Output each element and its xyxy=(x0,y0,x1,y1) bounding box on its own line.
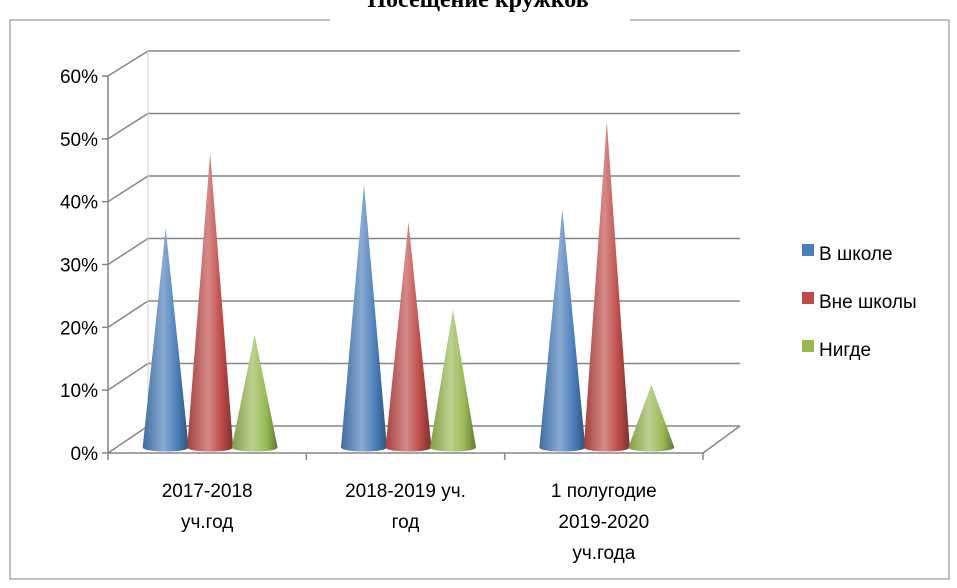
cone xyxy=(583,121,630,452)
cone-shape xyxy=(430,309,476,452)
legend: В школе Вне школы Нигде xyxy=(802,244,917,361)
cone xyxy=(539,209,586,452)
x-tick-label: 1 полугодие 2019-2020 уч.года xyxy=(551,481,657,564)
y-tick-label: 10% xyxy=(60,381,98,402)
y-tick-label: 60% xyxy=(60,67,98,88)
cone xyxy=(187,152,234,452)
x-tick-label-line: уч.год xyxy=(181,512,233,533)
x-tick-label-line: год xyxy=(392,512,420,533)
cone-shape xyxy=(583,121,630,452)
y-tick-label: 30% xyxy=(60,256,98,277)
legend-entry: Вне школы xyxy=(802,292,917,313)
cone-shape xyxy=(385,221,432,452)
x-tick-label-line: 2019-2020 xyxy=(558,512,649,533)
x-tick-label-line: 1 полугодие xyxy=(551,481,657,502)
gridline-side xyxy=(107,425,149,454)
cone-shape xyxy=(341,184,387,452)
cone xyxy=(628,384,675,452)
y-tick-label: 0% xyxy=(71,444,99,465)
x-tick-label-line: 2018-2019 уч. xyxy=(345,481,466,502)
gridline-side xyxy=(107,362,149,391)
cone xyxy=(231,334,278,452)
gridline-side xyxy=(107,175,149,203)
x-tick-label: 2017-2018 уч.год xyxy=(162,481,253,533)
cone-layer xyxy=(142,121,675,452)
cone-shape xyxy=(628,384,675,452)
cone xyxy=(341,184,387,452)
label-layer: 0% 10% 20% 30% 40% 50% 60% 2017-2018 уч.год 2018-… xyxy=(60,67,657,564)
cone xyxy=(142,228,189,452)
x-tick-label-line: 2017-2018 xyxy=(162,481,253,502)
legend-label: Нигде xyxy=(819,340,871,361)
legend-entry: В школе xyxy=(802,244,893,265)
legend-swatch xyxy=(802,292,814,304)
y-tick-label: 50% xyxy=(60,130,98,151)
cone-shape xyxy=(539,209,586,452)
legend-swatch xyxy=(802,244,814,256)
legend-label: Вне школы xyxy=(819,292,917,313)
axis-layer xyxy=(102,51,741,460)
cone xyxy=(385,221,432,452)
y-tick-label: 20% xyxy=(60,318,98,339)
x-tick-label: 2018-2019 уч. год xyxy=(345,481,466,533)
legend-swatch xyxy=(802,340,814,352)
title-backdrop xyxy=(330,0,630,28)
floor-edge xyxy=(702,425,741,454)
cone-shape xyxy=(231,334,278,452)
gridline-side xyxy=(107,112,149,140)
x-tick-label-line: уч.года xyxy=(572,543,635,564)
legend-entry: Нигде xyxy=(802,340,871,361)
cone xyxy=(430,309,476,452)
cone-shape xyxy=(142,228,189,452)
gridline-side xyxy=(107,300,149,328)
gridline-side xyxy=(107,50,149,77)
cone-shape xyxy=(187,152,234,452)
legend-label: В школе xyxy=(819,244,893,265)
chart-title: Посещение кружков xyxy=(367,0,588,13)
gridline-side xyxy=(107,237,149,266)
y-tick-label: 40% xyxy=(60,193,98,214)
